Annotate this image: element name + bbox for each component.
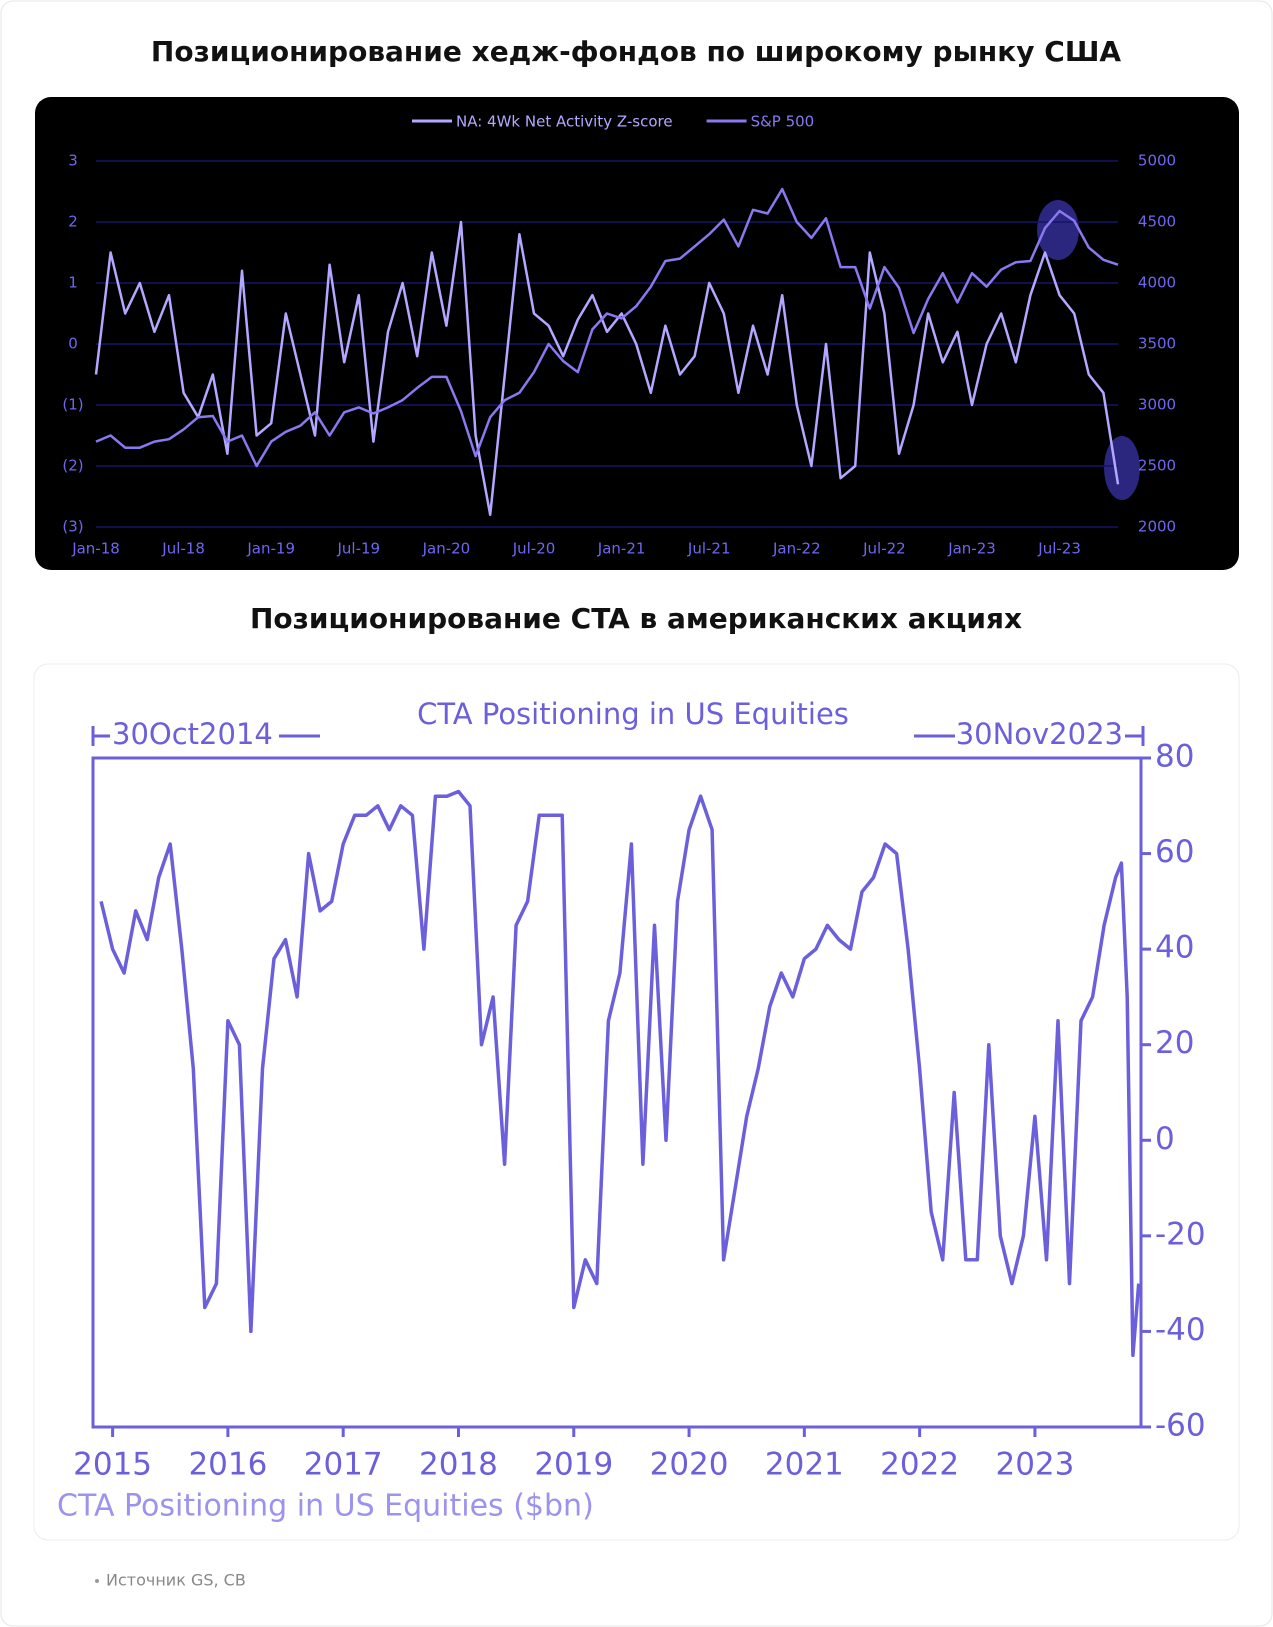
y-tick-label: -60 (1155, 1408, 1206, 1444)
y-tick-label: (2) (62, 457, 83, 475)
y-tick-label: 60 (1155, 834, 1194, 870)
highlight (1037, 200, 1079, 260)
x-tick-label: Jul-19 (336, 540, 380, 558)
x-tick-label: 2020 (650, 1447, 729, 1483)
legend-label: S&P 500 (751, 113, 815, 131)
annotation: 30Nov2023 (956, 717, 1123, 751)
legend-label: NA: 4Wk Net Activity Z-score (456, 113, 673, 131)
x-tick-label: 2023 (995, 1447, 1074, 1483)
x-tick-label: 2019 (534, 1447, 613, 1483)
chart-title: CTA Positioning in US Equities (417, 697, 849, 731)
annotation: 30Oct2014 (112, 717, 273, 751)
chart-card (33, 663, 1240, 1541)
y-tick-label: 2 (68, 213, 78, 231)
y-tick-label: 0 (1155, 1121, 1175, 1157)
chart-background (35, 97, 1239, 570)
series-line (95, 187, 1119, 468)
x-tick-label: Jul-18 (161, 540, 205, 558)
heading: Позиционирование хедж-фондов по широкому… (151, 35, 1122, 68)
x-tick-label: 2021 (765, 1447, 844, 1483)
y-tick-label: 20 (1155, 1025, 1194, 1061)
footnote: CTA Positioning in US Equities ($bn) (57, 1489, 594, 1524)
x-tick-label: Jul-20 (512, 540, 556, 558)
x-tick-label: Jul-22 (862, 540, 906, 558)
y-tick-label: (3) (62, 518, 83, 536)
y2-tick-label: 2500 (1138, 457, 1176, 475)
annotation-decor (91, 726, 1145, 746)
x-tick-label: 2017 (304, 1447, 383, 1483)
y-tick-label: 0 (68, 335, 78, 353)
x-tick-label: 2022 (880, 1447, 959, 1483)
y2-tick-label: 4500 (1138, 213, 1176, 231)
y-tick-label: 40 (1155, 930, 1194, 966)
x-tick-label: 2016 (188, 1447, 267, 1483)
series-line (99, 789, 1141, 1358)
y-tick-label: 80 (1155, 739, 1194, 775)
x-tick-label: Jan-19 (246, 540, 295, 558)
highlight (1104, 436, 1140, 500)
x-tick-label: 2015 (73, 1447, 152, 1483)
x-tick-label: Jul-23 (1037, 540, 1081, 558)
x-tick-label: Jan-22 (772, 540, 821, 558)
x-tick-label: Jan-20 (422, 540, 471, 558)
y2-tick-label: 3000 (1138, 396, 1176, 414)
series-line (94, 220, 1120, 517)
y-tick-label: 1 (68, 274, 78, 292)
y2-tick-label: 5000 (1138, 152, 1176, 170)
y-tick-label: -40 (1155, 1312, 1206, 1348)
y-tick-label: -20 (1155, 1216, 1206, 1252)
y2-tick-label: 3500 (1138, 335, 1176, 353)
y-tick-label: 3 (68, 152, 78, 170)
y2-tick-label: 2000 (1138, 518, 1176, 536)
x-tick-label: Jan-21 (597, 540, 646, 558)
x-tick-label: Jan-18 (71, 540, 120, 558)
source: Источник GS, CB (106, 1571, 246, 1590)
x-tick-label: Jan-23 (947, 540, 996, 558)
x-tick-label: 2018 (419, 1447, 498, 1483)
plot-frame (91, 756, 1143, 1429)
y2-tick-label: 4000 (1138, 274, 1176, 292)
bullet (95, 1579, 99, 1583)
x-tick-label: Jul-21 (687, 540, 731, 558)
heading: Позиционирование CTA в американских акци… (250, 602, 1022, 635)
y-tick-label: (1) (62, 396, 83, 414)
